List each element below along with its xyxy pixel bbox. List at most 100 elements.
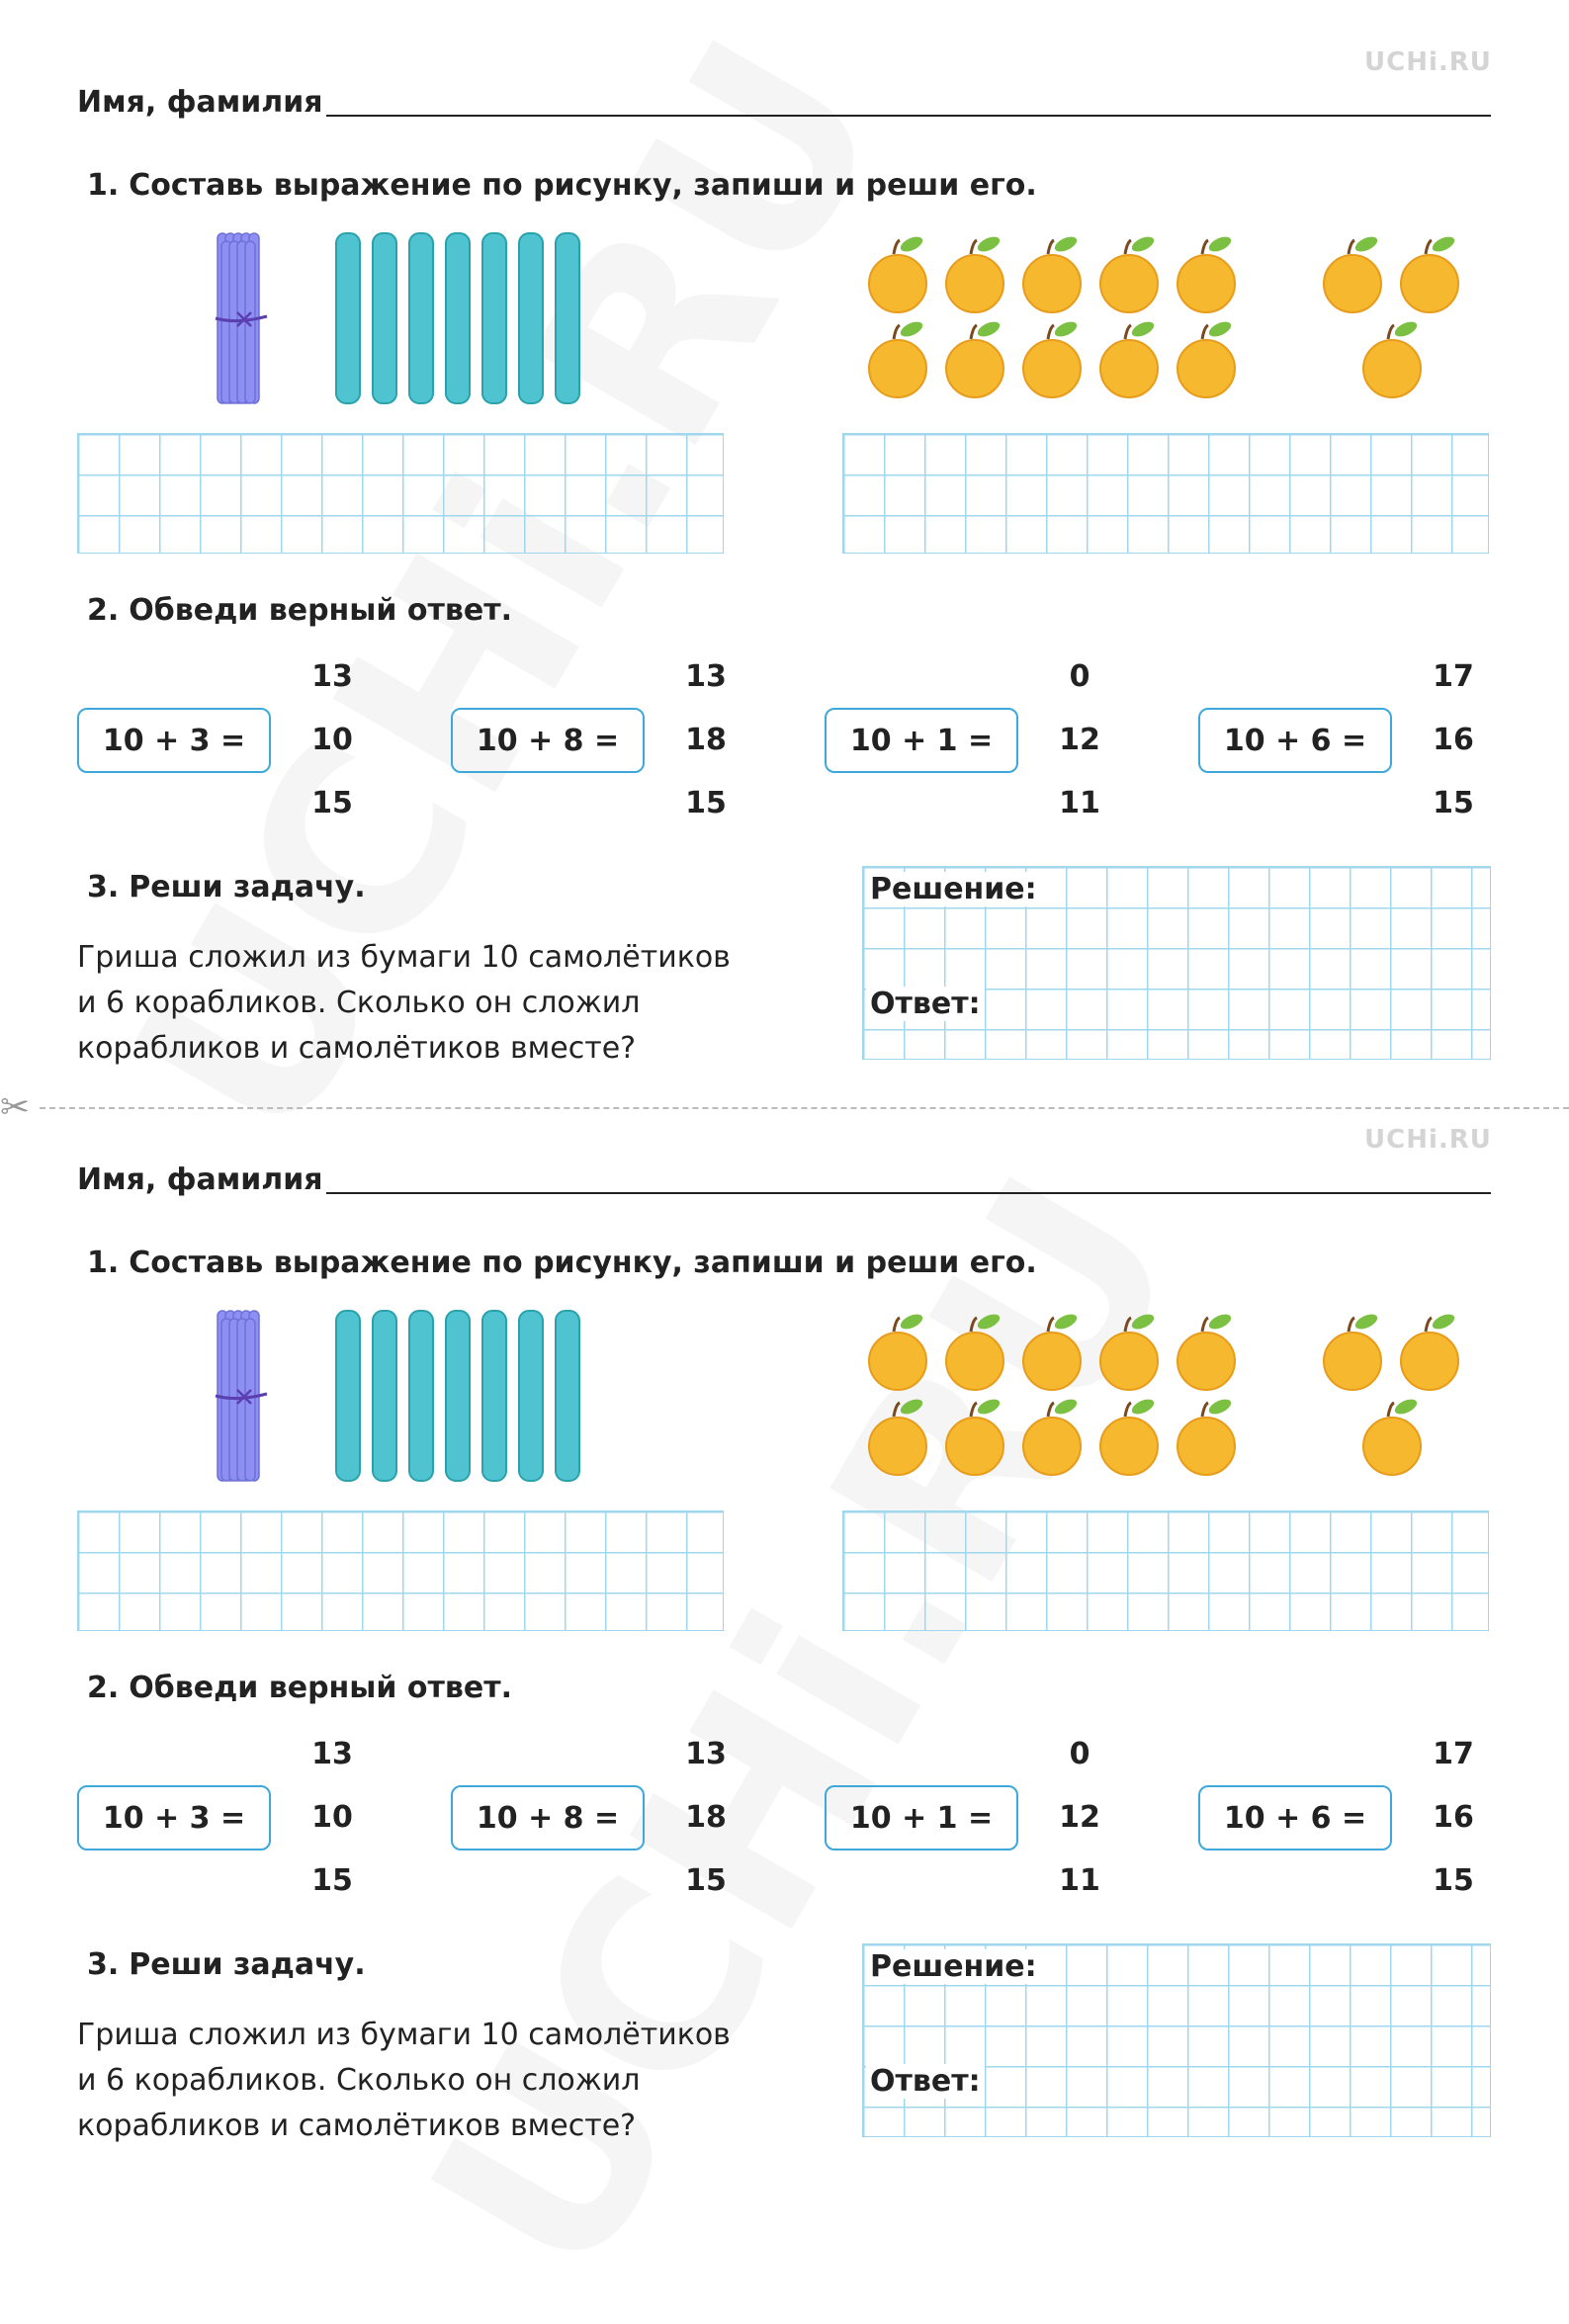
answer-option[interactable]: 17 xyxy=(1433,659,1474,694)
apricot-icon xyxy=(1323,1314,1382,1391)
answer-option[interactable]: 10 xyxy=(311,723,353,757)
answer-label: Ответ: xyxy=(866,2064,985,2099)
answer-option[interactable]: 18 xyxy=(685,723,727,757)
apricot-icon xyxy=(868,1399,927,1476)
expression-box-3: 10 + 1 = xyxy=(825,708,1018,773)
answer-option[interactable]: 15 xyxy=(685,1863,727,1898)
apricot-icon xyxy=(1099,321,1159,398)
apricot-icon xyxy=(1177,1399,1236,1476)
apricot-icon xyxy=(1099,236,1159,313)
apricot-icon xyxy=(1022,1399,1082,1476)
apricot-icon xyxy=(1400,1314,1459,1391)
counting-stick xyxy=(335,232,361,404)
apricot-icon xyxy=(1099,1314,1159,1391)
answer-grid-right[interactable] xyxy=(842,1510,1489,1631)
answer-option[interactable]: 15 xyxy=(311,786,353,820)
task1-title: 1. Составь выражение по рисунку, запиши и… xyxy=(87,1246,1037,1280)
answer-option[interactable]: 13 xyxy=(311,1737,353,1771)
worksheet-copy-2: UCHi.RU Имя, фамилия 1. Составь выражение… xyxy=(0,1077,1569,2155)
apricot-icon xyxy=(1022,236,1082,313)
expression-box-3: 10 + 1 = xyxy=(825,1785,1018,1851)
expression-box-2: 10 + 8 = xyxy=(451,708,645,773)
answer-option[interactable]: 15 xyxy=(1433,1863,1474,1898)
answer-option[interactable]: 13 xyxy=(685,1737,727,1771)
counting-stick xyxy=(372,1310,397,1482)
answer-option[interactable]: 16 xyxy=(1433,723,1474,757)
name-label: Имя, фамилия xyxy=(77,85,323,120)
answer-grid-right[interactable] xyxy=(842,433,1489,554)
expression-box-2: 10 + 8 = xyxy=(451,1785,645,1851)
name-input-line[interactable] xyxy=(326,115,1491,117)
answer-option[interactable]: 11 xyxy=(1059,1863,1100,1898)
answer-option[interactable]: 15 xyxy=(311,1863,353,1898)
sticks-illustration xyxy=(215,232,580,404)
answer-grid-left[interactable] xyxy=(77,433,724,554)
task3-title: 3. Реши задачу. xyxy=(87,1947,366,1982)
uchi-logo: UCHi.RU xyxy=(1364,1125,1492,1155)
solution-label: Решение: xyxy=(866,872,1041,906)
problem-text: Гриша сложил из бумаги 10 самолётиков и 6… xyxy=(77,940,731,1066)
answer-option[interactable]: 18 xyxy=(685,1800,727,1835)
apricot-icon xyxy=(1362,321,1422,398)
apricot-icon xyxy=(945,1399,1004,1476)
apricot-icon xyxy=(945,1314,1004,1391)
answer-option[interactable]: 12 xyxy=(1059,1800,1100,1835)
apricot-icon xyxy=(945,321,1004,398)
apricot-icon xyxy=(1022,321,1082,398)
task2-title: 2. Обведи верный ответ. xyxy=(87,1671,512,1705)
cut-line xyxy=(40,1107,1569,1109)
task3-title: 3. Реши задачу. xyxy=(87,870,366,904)
solution-label: Решение: xyxy=(866,1949,1041,1984)
answer-option[interactable]: 12 xyxy=(1059,723,1100,757)
counting-stick xyxy=(518,232,544,404)
counting-stick xyxy=(555,232,580,404)
answer-option[interactable]: 10 xyxy=(311,1800,353,1835)
answer-option[interactable]: 15 xyxy=(1433,786,1474,820)
sticks-illustration xyxy=(215,1310,580,1482)
stick-bundle-icon xyxy=(215,1310,268,1482)
expression-box-1: 10 + 3 = xyxy=(77,1785,271,1851)
answer-option[interactable]: 17 xyxy=(1433,1737,1474,1771)
answer-grid-left[interactable] xyxy=(77,1510,724,1631)
stick-bundle-icon xyxy=(215,232,268,404)
apricot-icon xyxy=(1400,236,1459,313)
answer-option[interactable]: 13 xyxy=(685,659,727,694)
apricot-icon xyxy=(1099,1399,1159,1476)
answer-option[interactable]: 15 xyxy=(685,786,727,820)
counting-stick xyxy=(481,1310,507,1482)
apricot-icon xyxy=(1177,1314,1236,1391)
counting-stick xyxy=(408,232,434,404)
counting-stick xyxy=(408,1310,434,1482)
counting-stick xyxy=(555,1310,580,1482)
scissors-icon: ✂ xyxy=(0,1087,31,1128)
answer-option[interactable]: 0 xyxy=(1069,659,1090,694)
problem-text: Гриша сложил из бумаги 10 самолётиков и 6… xyxy=(77,2018,731,2143)
name-input-line[interactable] xyxy=(326,1192,1491,1194)
worksheet-copy-1: UCHi.RU Имя, фамилия 1. Составь выражение… xyxy=(0,0,1569,1077)
apricots-illustration xyxy=(868,1314,1459,1476)
apricot-icon xyxy=(868,1314,927,1391)
uchi-logo: UCHi.RU xyxy=(1364,47,1492,77)
answer-option[interactable]: 16 xyxy=(1433,1800,1474,1835)
answer-option[interactable]: 11 xyxy=(1059,786,1100,820)
apricot-icon xyxy=(1362,1399,1422,1476)
counting-stick xyxy=(445,232,471,404)
task1-title: 1. Составь выражение по рисунку, запиши и… xyxy=(87,168,1037,203)
counting-stick xyxy=(481,232,507,404)
expression-box-4: 10 + 6 = xyxy=(1198,1785,1392,1851)
counting-stick xyxy=(335,1310,361,1482)
apricot-icon xyxy=(1177,321,1236,398)
apricot-icon xyxy=(1022,1314,1082,1391)
expression-box-1: 10 + 3 = xyxy=(77,708,271,773)
answer-option[interactable]: 0 xyxy=(1069,1737,1090,1771)
counting-stick xyxy=(445,1310,471,1482)
answer-label: Ответ: xyxy=(866,987,985,1021)
counting-stick xyxy=(518,1310,544,1482)
apricot-icon xyxy=(868,321,927,398)
task2-title: 2. Обведи верный ответ. xyxy=(87,593,512,628)
apricot-icon xyxy=(945,236,1004,313)
apricot-icon xyxy=(1323,236,1382,313)
apricot-icon xyxy=(868,236,927,313)
counting-stick xyxy=(372,232,397,404)
answer-option[interactable]: 13 xyxy=(311,659,353,694)
